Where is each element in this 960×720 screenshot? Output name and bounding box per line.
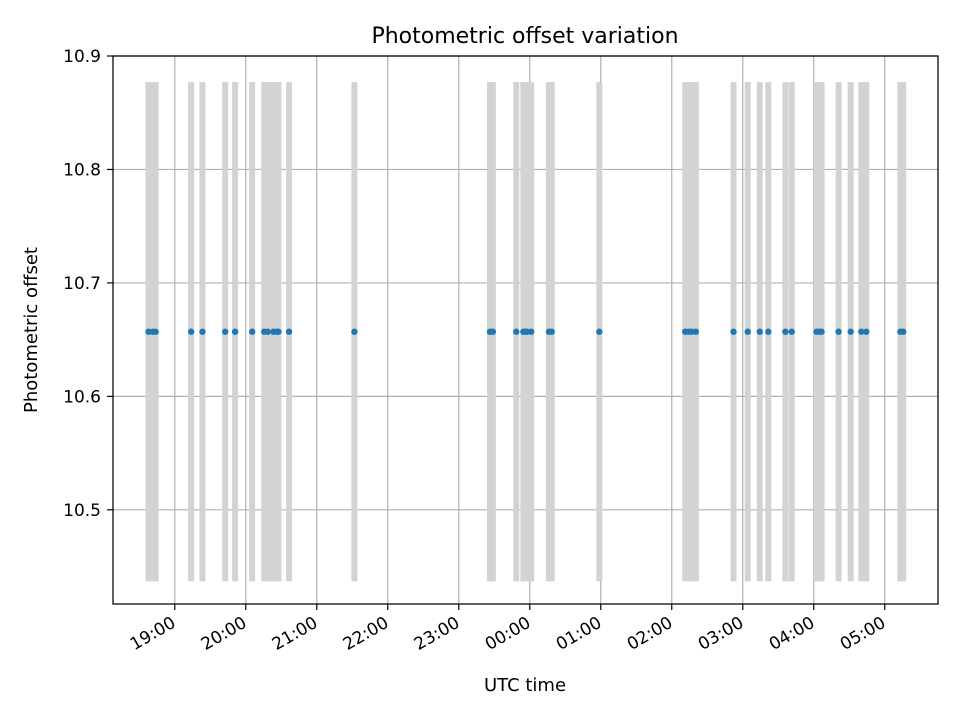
- data-point: [765, 328, 772, 335]
- data-point: [351, 328, 358, 335]
- x-axis-label: UTC time: [484, 675, 566, 696]
- data-point: [275, 328, 282, 335]
- data-point: [835, 328, 842, 335]
- data-point: [858, 328, 865, 335]
- data-point: [744, 328, 751, 335]
- y-tick-label: 10.5: [63, 501, 101, 521]
- data-point: [221, 328, 229, 335]
- data-point: [692, 328, 700, 335]
- data-point: [847, 328, 854, 335]
- y-tick-label: 10.7: [63, 274, 101, 294]
- y-axis: 10.5 10.6 10.7 10.8 10.9: [63, 47, 113, 521]
- data-point: [264, 328, 271, 335]
- data-point: [818, 328, 825, 335]
- chart-title: Photometric offset variation: [371, 24, 678, 49]
- data-point: [231, 328, 239, 335]
- y-tick-label: 10.6: [63, 387, 101, 407]
- data-point: [756, 328, 763, 335]
- plot-frame: [112, 55, 939, 605]
- data-point: [596, 328, 603, 335]
- data-point: [863, 328, 870, 335]
- data-point: [152, 328, 159, 335]
- data-point: [782, 328, 789, 335]
- data-points: [145, 328, 907, 335]
- data-point: [730, 328, 737, 335]
- data-point: [199, 328, 206, 335]
- data-point: [489, 328, 497, 335]
- data-point: [527, 328, 535, 335]
- data-point: [187, 328, 195, 335]
- data-point: [285, 328, 293, 335]
- data-point: [513, 328, 520, 335]
- y-axis-label: Photometric offset: [21, 247, 42, 413]
- y-tick-label: 10.8: [63, 160, 101, 180]
- data-point: [248, 328, 256, 335]
- data-point: [548, 328, 555, 335]
- data-point: [788, 328, 795, 335]
- data-point: [900, 328, 907, 335]
- y-tick-label: 10.9: [63, 47, 101, 67]
